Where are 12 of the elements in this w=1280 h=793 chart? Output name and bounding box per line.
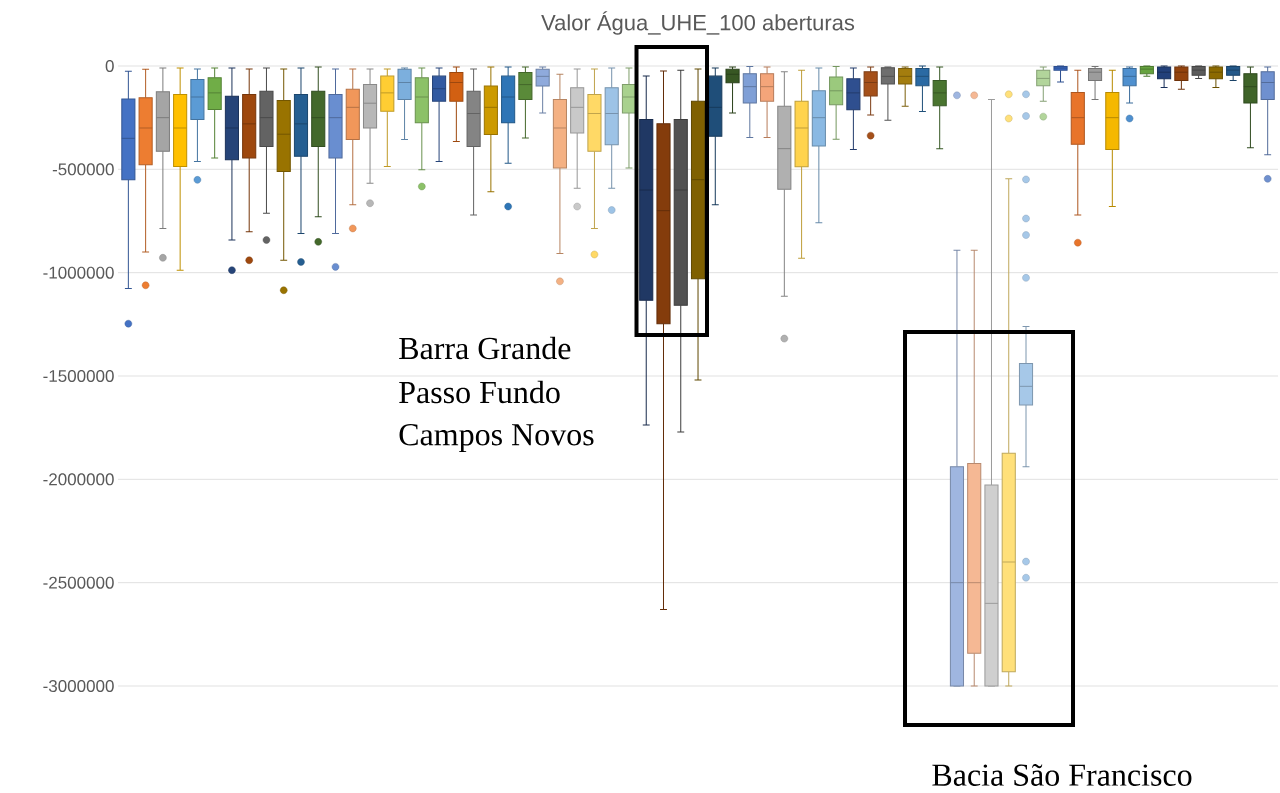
chart-title: Valor Água_UHE_100 aberturas	[541, 11, 855, 35]
y-tick-label: -2000000	[43, 473, 114, 486]
y-tick-label: -3000000	[43, 679, 114, 693]
y-tick-label: -2500000	[43, 576, 114, 589]
y-tick-label: 0	[105, 59, 114, 73]
text: Bacia São Francisco	[932, 764, 1192, 786]
y-tick-label: -1000000	[43, 266, 114, 279]
annotation: Barra Grande	[399, 336, 571, 360]
annotation: Passo Fundo	[399, 380, 560, 404]
annotation: Campos Novos	[399, 424, 594, 452]
y-tick-label: -1500000	[43, 369, 114, 383]
y-tick-label: -500000	[52, 163, 114, 176]
